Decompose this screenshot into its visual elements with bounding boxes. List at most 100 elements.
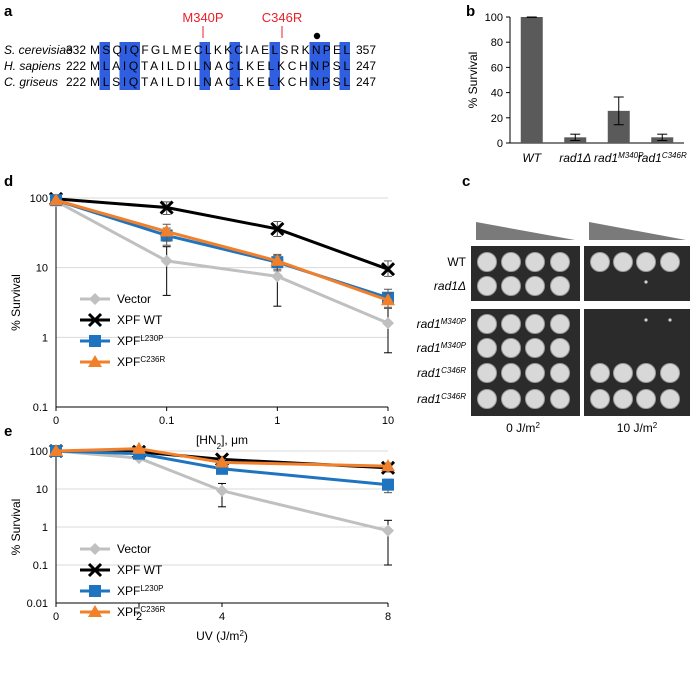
y-tick-label: 100 — [30, 446, 48, 458]
y-tick-label: 1 — [42, 332, 48, 344]
conserved-dot — [313, 32, 321, 40]
colony-spot — [613, 363, 633, 383]
colony-spot — [525, 363, 545, 383]
colony-spot — [636, 363, 656, 383]
hn2-survival-chart: 0.1 1 10 100 0 0.1 1 10 % Survival [HN2], μm Vecto… — [9, 191, 396, 451]
data-point — [159, 200, 174, 215]
species-name: C. griseus — [4, 75, 58, 89]
legend-marker — [89, 293, 101, 305]
legend-label: XPF WT — [117, 563, 163, 577]
colony-spot — [477, 338, 497, 358]
series-line — [55, 198, 389, 302]
colony-spot — [590, 389, 610, 409]
text-part: rad1 — [417, 317, 441, 331]
text-part: rad1 — [559, 151, 583, 165]
text-part: rad1 — [594, 151, 618, 165]
text-part: C346R — [441, 366, 466, 375]
seq-start: 332 — [66, 43, 86, 57]
legend-label: XPFL230P — [117, 584, 163, 599]
colony-spot — [525, 314, 545, 334]
data-point — [270, 221, 285, 236]
y-tick-label: 60 — [491, 62, 503, 74]
data-point — [160, 254, 173, 267]
data-point — [49, 193, 63, 206]
text-part: L230P — [140, 334, 163, 343]
species-name: H. sapiens — [4, 59, 61, 73]
y-tick-label: 0.1 — [33, 402, 48, 414]
y-axis-label: % Survival — [9, 274, 23, 331]
highlight-column — [199, 42, 210, 90]
x-tick-label: 0 — [53, 611, 59, 623]
data-point — [216, 484, 228, 497]
strain-label: rad1M340P — [417, 341, 467, 356]
text-part: Δ — [457, 279, 466, 293]
y-tick-label: 40 — [491, 88, 503, 100]
alignment-highlights — [99, 42, 350, 90]
text-part: ) — [244, 629, 248, 643]
colony-spot — [550, 276, 570, 296]
text-part: WT — [522, 151, 542, 165]
highlight-column — [339, 42, 350, 90]
text-part: C236R — [140, 605, 165, 614]
highlight-column — [119, 42, 130, 90]
legend-marker — [89, 543, 101, 555]
series-line — [55, 197, 389, 271]
text-part: Vector — [117, 292, 151, 306]
series-line — [55, 449, 389, 487]
strain-label: WT — [447, 255, 466, 269]
bar — [607, 110, 630, 143]
seq-start: 222 — [66, 75, 86, 89]
colony-spot — [590, 363, 610, 383]
sequence: MSQIQFGLMECLKKCIAELSRKNPEL — [90, 43, 350, 57]
y-axis-label: % Survival — [466, 52, 480, 109]
highlight-column — [99, 42, 110, 90]
text-part: 2 — [535, 421, 540, 430]
text-part: XPF — [117, 605, 140, 619]
plate-panel: WTrad1Δrad1M340Prad1M340Prad1C346Rrad1C3… — [417, 222, 690, 435]
y-tick-label: 1 — [42, 522, 48, 534]
text-part: ], μm — [221, 433, 248, 447]
legend-label: XPFC236R — [117, 605, 165, 620]
highlight-column — [319, 42, 330, 90]
dose-label: 0 J/m2 — [506, 421, 540, 436]
colony-spot — [501, 338, 521, 358]
text-part: C346R — [441, 392, 466, 401]
text-part: C236R — [140, 355, 165, 364]
data-point — [271, 270, 284, 283]
colony-spot — [550, 314, 570, 334]
text-part: 0 J/m — [506, 421, 535, 435]
x-tick-label: 0 — [53, 415, 59, 427]
colony-dot — [668, 318, 672, 322]
y-tick-label: 80 — [491, 37, 503, 49]
series-line — [55, 449, 389, 533]
colony-dot — [644, 280, 648, 284]
x-tick-label: 8 — [385, 611, 391, 623]
mutation-label-m340p: M340P — [182, 10, 223, 25]
colony-spot — [525, 276, 545, 296]
x-stroke — [87, 312, 103, 328]
text-part: [HN — [196, 433, 217, 447]
category-label: rad1C346R — [638, 151, 687, 166]
seq-end: 357 — [356, 43, 376, 57]
panel-label-c: c — [462, 173, 470, 190]
colony-spot — [525, 252, 545, 272]
x-axis-label: UV (J/m2) — [196, 629, 248, 644]
text-part: Δ — [582, 151, 591, 165]
colony-spot — [477, 276, 497, 296]
x-tick-label: 0.1 — [159, 415, 174, 427]
seq-end: 247 — [356, 75, 376, 89]
panel-label-b: b — [466, 3, 475, 20]
colony-spot — [636, 389, 656, 409]
text-part: Vector — [117, 542, 151, 556]
legend-label: Vector — [117, 292, 151, 306]
colony-spot — [501, 389, 521, 409]
colony-spot — [525, 389, 545, 409]
data-point — [381, 459, 395, 472]
sequence: MLSIQTAILDILNACLKELKCHNPSL — [90, 75, 350, 89]
strain-label: rad1C346R — [417, 366, 466, 381]
text-part: rad1 — [638, 151, 662, 165]
dilution-wedge — [476, 222, 575, 240]
colony-spot — [660, 252, 680, 272]
data-point — [381, 293, 395, 306]
